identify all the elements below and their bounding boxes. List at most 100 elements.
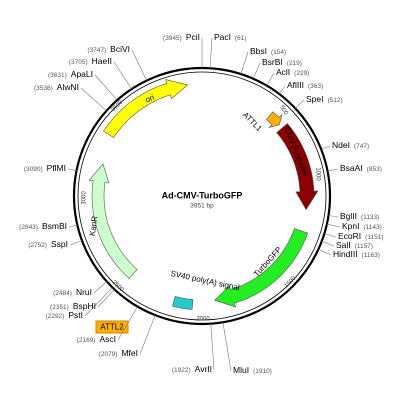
site-label: (1922) AvrII — [172, 364, 212, 374]
site-label: (2292) PstI — [46, 310, 83, 320]
site-position: (2292) — [46, 313, 65, 320]
site-leader — [68, 224, 78, 228]
site-position: (3747) — [87, 47, 106, 54]
site-label: SalI (1157) — [336, 240, 373, 250]
feature-box — [95, 320, 129, 334]
feature-label: ori — [144, 93, 156, 105]
scale-tick-label: 500 — [278, 104, 289, 116]
plasmid-length: 3951 bp — [190, 203, 214, 210]
site-label: NdeI (747) — [332, 140, 369, 150]
site-leader — [97, 289, 115, 308]
scale-tick-label: 1000 — [314, 167, 320, 181]
site-name: ApaLI — [71, 69, 93, 79]
site-name: BsrBI — [262, 57, 283, 67]
site-leader — [69, 240, 83, 246]
site-position: (1143) — [364, 224, 382, 231]
site-label: BsaAI (853) — [340, 163, 382, 173]
site-label: BglII (1133) — [340, 211, 379, 221]
site-position: (1133) — [361, 214, 379, 221]
feature-arrow — [265, 111, 283, 129]
site-leader — [80, 87, 107, 112]
feature-arrow — [103, 79, 189, 139]
feature-arrow — [276, 123, 319, 211]
site-position: (2169) — [77, 337, 96, 344]
site-position: (2484) — [53, 290, 72, 297]
feature-label: SV40 poly(A) signal — [170, 269, 241, 292]
site-name: EcoRI — [338, 231, 361, 241]
site-name: PstI — [68, 310, 83, 320]
site-leader — [210, 323, 215, 371]
site-label: (3631) ApaLI — [48, 69, 93, 79]
site-name: HaeII — [92, 56, 112, 66]
site-position: (2079) — [99, 351, 118, 358]
site-name: MluI — [233, 365, 249, 375]
site-label: MluI (1910) — [233, 365, 272, 375]
site-position: (2843) — [19, 224, 38, 231]
site-position: (363) — [308, 83, 323, 90]
site-leader — [328, 215, 339, 218]
site-label: (2169) AscI — [77, 334, 116, 344]
site-leader — [326, 223, 341, 228]
site-name: BsaAI — [340, 163, 363, 173]
site-label: HindIII (1163) — [333, 249, 380, 259]
site-name: AscI — [99, 334, 116, 344]
site-name: NruI — [76, 287, 92, 297]
site-position: (219) — [287, 60, 302, 67]
site-label: (2484) NruI — [53, 287, 92, 297]
site-label: (2843) BsmBI — [19, 221, 67, 231]
feature-label: KanR — [88, 215, 100, 236]
site-label: EcoRI (1151) — [338, 231, 383, 241]
site-position: (3945) — [163, 35, 182, 42]
site-leader — [252, 62, 261, 79]
site-leader — [321, 241, 335, 247]
site-position: (1163) — [362, 252, 380, 259]
site-position: (61) — [235, 35, 247, 42]
site-name: AclI — [276, 67, 290, 77]
site-label: (3945) PciI — [163, 32, 200, 42]
site-label: (2079) MfeI — [99, 348, 138, 358]
site-name: BsmBI — [42, 221, 67, 231]
site-label: PacI (61) — [214, 32, 247, 42]
site-leader — [113, 61, 132, 90]
site-position: (3705) — [69, 59, 88, 66]
site-label: SpeI (512) — [306, 94, 343, 104]
site-leader — [222, 322, 232, 372]
plasmid-title: Ad-CMV-TurboGFP — [162, 190, 243, 200]
site-position: (2351) — [50, 304, 69, 311]
site-label: KpnI (1143) — [342, 221, 382, 231]
site-label: (2752) SspI — [28, 239, 68, 249]
site-name: PacI — [214, 32, 231, 42]
site-leader — [94, 74, 118, 101]
site-name: MfeI — [121, 348, 138, 358]
site-name: AlwNI — [57, 82, 79, 92]
site-leader — [67, 168, 77, 171]
site-leader — [318, 248, 332, 256]
site-name: BbsI — [250, 46, 267, 56]
site-name: KpnI — [342, 221, 360, 231]
site-position: (3090) — [24, 166, 43, 173]
site-position: (853) — [367, 166, 382, 173]
site-leader — [117, 306, 138, 341]
site-name: SspI — [51, 239, 68, 249]
feature-arrow — [172, 296, 194, 310]
site-name: BglII — [340, 211, 357, 221]
site-name: HindIII — [333, 249, 358, 259]
site-position: (154) — [271, 49, 286, 56]
site-leader — [209, 37, 213, 69]
site-position: (747) — [354, 143, 369, 150]
site-label: BsrBI (219) — [262, 57, 302, 67]
site-name: SpeI — [306, 94, 324, 104]
site-leader — [278, 85, 286, 94]
site-position: (2752) — [28, 242, 47, 249]
site-label: (3536) AlwNI — [34, 82, 79, 92]
scale-tick-label: 2000 — [196, 317, 210, 323]
site-name: AvrII — [195, 364, 212, 374]
site-label: BbsI (154) — [250, 46, 286, 56]
backbone-inner — [77, 71, 327, 321]
site-name: PciI — [186, 32, 200, 42]
feature-label: ATTL2 — [100, 323, 124, 332]
site-name: BspHI — [73, 301, 96, 311]
scale-tick-label: 3000 — [82, 191, 88, 205]
site-leader — [139, 315, 156, 355]
site-leader — [321, 145, 331, 150]
